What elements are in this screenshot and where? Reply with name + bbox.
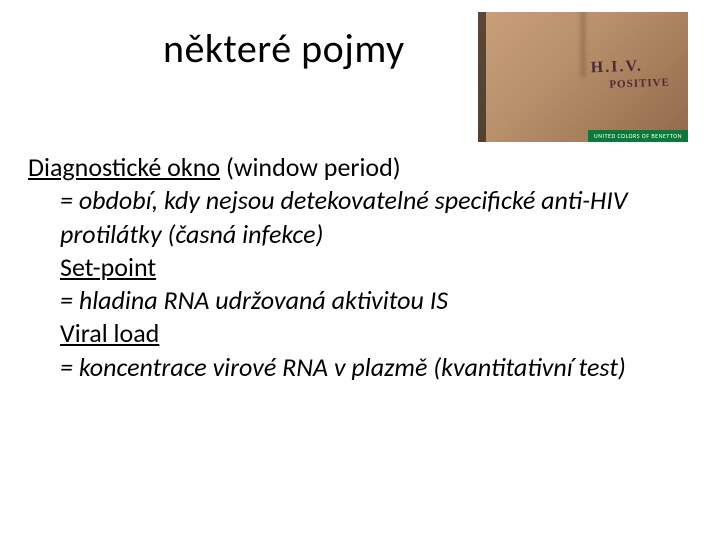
line-term2: Set-point xyxy=(28,251,692,284)
def1-line-b: protilátky (časná infekce) xyxy=(28,218,692,251)
def2: = hladina RNA udržovaná aktivitou IS xyxy=(28,284,692,317)
slide: některé pojmy H.I.V. POSITIVE UNITED COL… xyxy=(0,0,720,540)
brand-strip: UNITED COLORS OF BENETTON xyxy=(588,130,688,142)
line-term3: Viral load xyxy=(28,317,692,350)
hero-image: H.I.V. POSITIVE UNITED COLORS OF BENETTO… xyxy=(478,12,688,142)
term-viral-load: Viral load xyxy=(60,317,159,349)
def3: = koncentrace virové RNA v plazmě (kvant… xyxy=(28,351,692,384)
def1-line-a: = období, kdy nejsou detekovatelné speci… xyxy=(28,184,692,217)
term1-paren: (window period) xyxy=(220,151,401,183)
line-term1: Diagnostické okno (window period) xyxy=(28,151,692,184)
term-set-point: Set-point xyxy=(60,251,156,283)
term-diagnostic-window: Diagnostické okno xyxy=(28,151,220,183)
stamp-line-2: POSITIVE xyxy=(610,77,671,91)
stamp-text: H.I.V. POSITIVE xyxy=(591,57,671,92)
body-text: Diagnostické okno (window period) = obdo… xyxy=(28,151,692,384)
stamp-line-1: H.I.V. xyxy=(591,57,670,78)
